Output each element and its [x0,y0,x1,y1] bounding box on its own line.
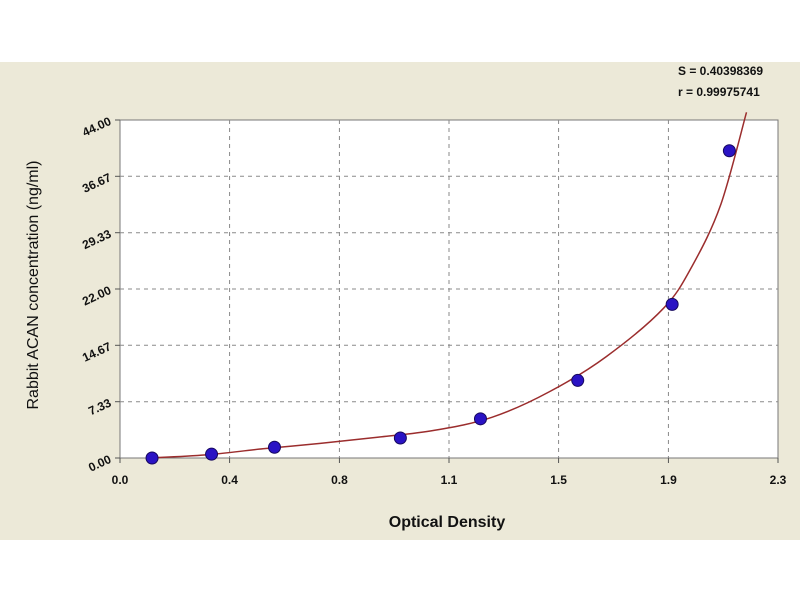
x-tick-label: 0.8 [331,473,348,487]
data-point [571,373,585,387]
x-tick-label: 1.1 [441,473,458,487]
fit-curve [148,112,748,459]
x-tick-label: 0.4 [221,473,238,487]
y-tick-label: 22.00 [80,283,113,309]
data-point [145,451,159,465]
data-points [145,144,736,465]
y-tick-label: 14.67 [80,339,113,365]
grid-lines [120,120,778,458]
data-point [267,440,281,454]
stat-s-annotation: S = 0.40398369 [678,64,763,78]
data-point [205,447,219,461]
y-axis-label: Rabbit ACAN concentration (ng/ml) [25,161,42,410]
x-tick-label: 1.5 [550,473,567,487]
y-tick-label: 44.00 [80,114,113,140]
y-tick-label: 36.67 [80,170,113,196]
data-point [393,431,407,445]
y-tick-label: 7.33 [86,396,113,419]
data-point [665,297,679,311]
y-tick-label: 0.00 [86,452,113,475]
x-tick-label: 1.9 [660,473,677,487]
x-axis-label: Optical Density [389,514,506,531]
y-tick-label: 29.33 [80,227,113,253]
stat-r-annotation: r = 0.99975741 [678,85,760,99]
x-tick-label: 0.0 [112,473,129,487]
data-point [473,412,487,426]
data-point [722,144,736,158]
x-tick-label: 2.3 [770,473,787,487]
